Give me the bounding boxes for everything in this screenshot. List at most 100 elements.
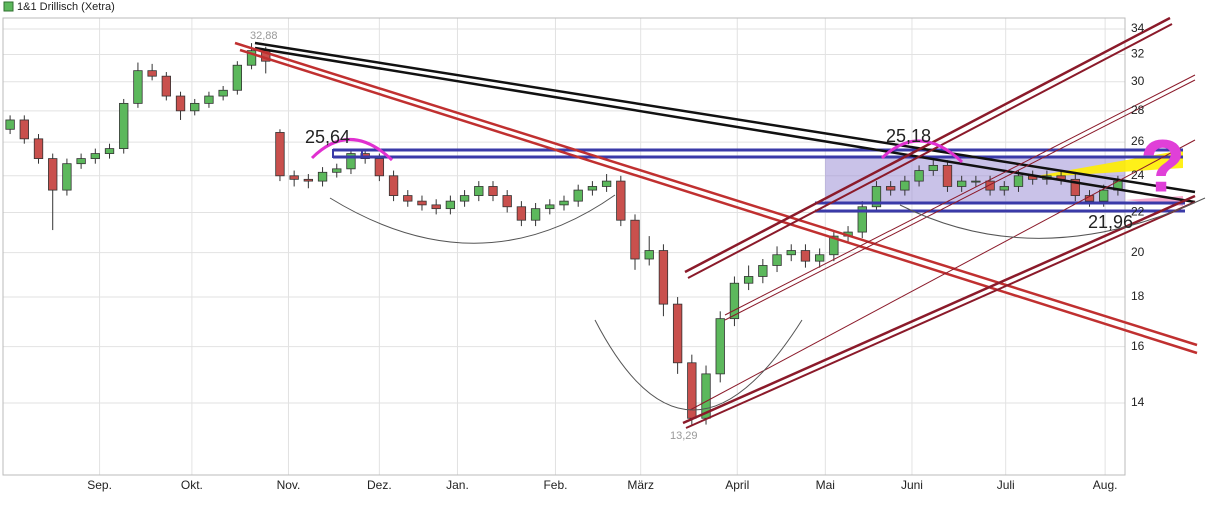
candle-body	[715, 318, 725, 375]
channel-line	[685, 201, 1196, 429]
candle-body	[545, 204, 555, 210]
candle-body	[147, 70, 157, 77]
candle-body	[161, 75, 171, 97]
x-tick-label: April	[725, 478, 749, 492]
channel-line	[689, 139, 1196, 411]
candle-body	[48, 158, 58, 191]
candle-body	[133, 70, 143, 104]
x-tick-label: März	[627, 478, 654, 492]
y-tick-label: 20	[1131, 245, 1145, 259]
y-tick-label: 34	[1131, 21, 1145, 35]
x-tick-label: Nov.	[277, 478, 301, 492]
candle-body	[630, 219, 640, 260]
candle-body	[530, 208, 541, 221]
candle-body	[658, 250, 669, 305]
candle-body	[488, 186, 498, 196]
candle-body	[317, 171, 328, 182]
x-tick-label: Sep.	[87, 478, 112, 492]
candle-body	[985, 180, 995, 191]
y-tick-label: 18	[1131, 289, 1145, 303]
x-tick-label: Aug.	[1093, 478, 1118, 492]
candle-body	[246, 50, 257, 66]
y-tick-label: 14	[1131, 395, 1145, 409]
grid-layer	[3, 18, 1125, 475]
candle-body	[914, 170, 924, 182]
candle-body	[743, 276, 754, 284]
candle-body	[587, 186, 598, 191]
candle-body	[559, 200, 569, 206]
annotation: 21,96	[1088, 212, 1133, 232]
annotation: 13,29	[670, 430, 698, 442]
channel-line	[724, 79, 1196, 321]
channel-line	[682, 194, 1196, 425]
candle-body	[431, 204, 441, 210]
x-tick-label: Juni	[901, 478, 923, 492]
candle-body	[772, 254, 782, 266]
candle-body	[90, 153, 100, 159]
curve	[329, 194, 616, 244]
candle-body	[19, 119, 29, 140]
x-tick-label: Juli	[997, 478, 1015, 492]
candle-body	[190, 102, 200, 112]
x-tick-label: Dez.	[367, 478, 392, 492]
trend-line	[254, 46, 1196, 204]
annotation: 32,88	[250, 30, 278, 42]
candle-body	[729, 282, 740, 320]
trend-line	[234, 41, 1198, 347]
candle-body	[786, 250, 796, 256]
candles	[5, 43, 1123, 425]
candle-body	[459, 195, 470, 202]
candle-body	[403, 195, 413, 202]
channel-line	[687, 23, 1173, 279]
candle-body	[1070, 178, 1080, 196]
arc	[880, 139, 964, 164]
trend-line	[239, 48, 1198, 355]
candle-body	[374, 158, 385, 177]
drawings	[234, 16, 1206, 429]
y-tick-label: 28	[1131, 103, 1145, 117]
y-tick-label: 30	[1131, 74, 1145, 88]
candle-body	[942, 164, 953, 187]
candle-body	[885, 186, 896, 191]
channel-line	[724, 74, 1196, 316]
candle-body	[814, 254, 825, 262]
candle-body	[516, 206, 527, 221]
range-box	[825, 157, 1125, 203]
x-tick-label: Jan.	[446, 478, 469, 492]
candle-body	[672, 303, 683, 364]
annotation: 25,18	[886, 126, 931, 146]
x-tick-label: Mai	[816, 478, 835, 492]
chart-title: 1&1 Drillisch (Xetra)	[17, 1, 115, 13]
y-tick-label: 24	[1131, 168, 1145, 182]
curve	[899, 197, 1206, 239]
candle-body	[175, 95, 186, 112]
candle-body	[800, 250, 811, 262]
annotation: 25,64	[305, 127, 350, 147]
candle-body	[758, 265, 768, 277]
candle-body	[957, 180, 967, 187]
y-tick-label: 26	[1131, 134, 1145, 148]
candle-body	[33, 138, 44, 159]
y-tick-label: 16	[1131, 339, 1145, 353]
trend-line	[254, 41, 1196, 194]
candle-body	[289, 175, 299, 180]
candle-body	[644, 250, 654, 260]
candle-body	[204, 95, 214, 104]
candle-body	[829, 235, 839, 256]
level-box	[332, 149, 363, 158]
candle-body	[871, 186, 882, 208]
candle-body	[573, 189, 583, 202]
candle-body	[232, 64, 243, 91]
x-tick-label: Feb.	[543, 478, 567, 492]
curve	[594, 319, 803, 411]
arc	[310, 138, 394, 162]
candle-body	[5, 119, 15, 130]
candle-body	[417, 200, 427, 206]
candle-body	[445, 200, 456, 210]
candle-body	[616, 180, 626, 221]
candle-body	[502, 195, 512, 208]
candle-body	[303, 178, 314, 182]
candle-body	[999, 186, 1009, 191]
